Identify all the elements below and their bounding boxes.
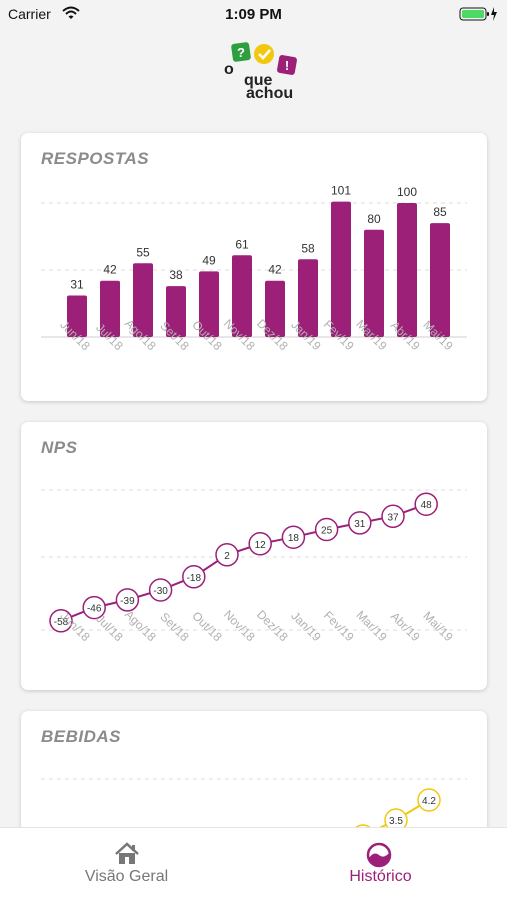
nps-point (381, 504, 405, 529)
nps-card: NPS -58 -46 -39 -30 -18 2 12 18 25 31 37 48 Jun/18 Ju… (21, 422, 487, 690)
bar-value-label: 58 (301, 241, 315, 255)
tab-historico[interactable]: Histórico (254, 828, 507, 900)
x-tick-label: Ago/18 (122, 607, 159, 644)
nps-value-label: -39 (120, 596, 135, 607)
nps-point (414, 492, 438, 516)
bar-value-label: 61 (235, 237, 249, 251)
nps-title: NPS (41, 438, 78, 457)
bar-value-label: 49 (202, 253, 216, 267)
bar (265, 280, 285, 337)
bar-value-label: 101 (331, 184, 351, 198)
bebidas-title: BEBIDAS (41, 727, 122, 746)
app-logo: ? ! o que achou (222, 40, 306, 102)
carrier-label: Carrier (8, 6, 51, 22)
logo-word-que: que (244, 72, 273, 89)
wifi-icon (62, 6, 80, 25)
battery-icon (459, 6, 499, 27)
logo-word-o: o (224, 61, 234, 78)
nps-point (82, 595, 106, 620)
bar-value-label: 80 (367, 212, 381, 226)
home-icon (114, 842, 140, 871)
bebidas-value-label: 3.5 (389, 816, 403, 827)
bar-value-label: 55 (136, 245, 150, 259)
bar (100, 280, 120, 337)
bar-value-label: 42 (103, 263, 117, 277)
nps-point (215, 543, 239, 567)
bebidas-value-label: 4.2 (422, 796, 436, 807)
nps-value-label: -58 (54, 617, 69, 628)
logo-word-achou: achou (246, 85, 293, 102)
bar (199, 271, 219, 337)
x-tick-label: Set/18 (157, 610, 192, 645)
x-tick-label: Mai/19 (420, 609, 456, 645)
nps-point (115, 588, 140, 612)
svg-text:!: ! (285, 58, 289, 73)
nps-value-label: 12 (255, 540, 267, 551)
nps-point (248, 532, 272, 556)
x-tick-label: Dez/18 (254, 607, 291, 644)
bar (232, 255, 252, 337)
bar (397, 203, 417, 337)
x-tick-label: Fev/19 (321, 608, 357, 644)
x-tick-label: Out/18 (189, 609, 225, 645)
x-tick-label: Abr/19 (388, 609, 423, 644)
x-tick-label: Mar/19 (353, 608, 390, 645)
nps-value-label: 48 (421, 500, 433, 511)
bar (364, 229, 384, 337)
respostas-card: RESPOSTAS 31 42 55 38 49 61 42 58 101 80 100 85 Jun/… (21, 133, 487, 401)
nps-point (348, 511, 372, 535)
bar (133, 263, 153, 337)
bar-value-label: 38 (169, 268, 183, 282)
status-bar: Carrier 1:09 PM (0, 0, 507, 28)
bar (430, 223, 450, 337)
x-tick-label: Jan/19 (288, 609, 324, 645)
nps-value-label: 18 (288, 533, 300, 544)
bar (298, 259, 318, 337)
respostas-title: RESPOSTAS (41, 149, 150, 168)
x-tick-label: Jul/18 (93, 612, 126, 645)
tab-historico-label: Histórico (349, 868, 412, 885)
svg-text:?: ? (237, 45, 245, 60)
nps-value-label: -18 (187, 573, 202, 584)
bar-value-label: 42 (268, 263, 282, 277)
tab-bar: Visão Geral Histórico (0, 827, 507, 900)
nps-value-label: -30 (153, 586, 168, 597)
nps-value-label: 31 (354, 519, 366, 530)
tab-visao-geral[interactable]: Visão Geral (0, 828, 253, 900)
tab-visao-geral-label: Visão Geral (84, 868, 169, 885)
nps-point (49, 609, 73, 633)
historico-icon (366, 842, 392, 873)
nps-point (182, 565, 206, 589)
nps-point (281, 525, 306, 549)
bar-value-label: 31 (70, 277, 84, 291)
nps-value-label: 25 (321, 526, 333, 537)
nps-value-label: 2 (224, 551, 230, 562)
bebidas-point (417, 788, 441, 812)
bar (331, 201, 351, 337)
x-tick-label: Nov/18 (221, 607, 258, 644)
nps-point (314, 517, 339, 542)
bar (67, 295, 87, 337)
clock: 1:09 PM (225, 6, 282, 23)
nps-value-label: 37 (387, 512, 399, 523)
bar (166, 286, 186, 337)
bar-value-label: 100 (397, 185, 417, 199)
nps-value-label: -46 (87, 604, 102, 615)
bar-value-label: 85 (433, 205, 447, 219)
nps-point (148, 578, 173, 602)
